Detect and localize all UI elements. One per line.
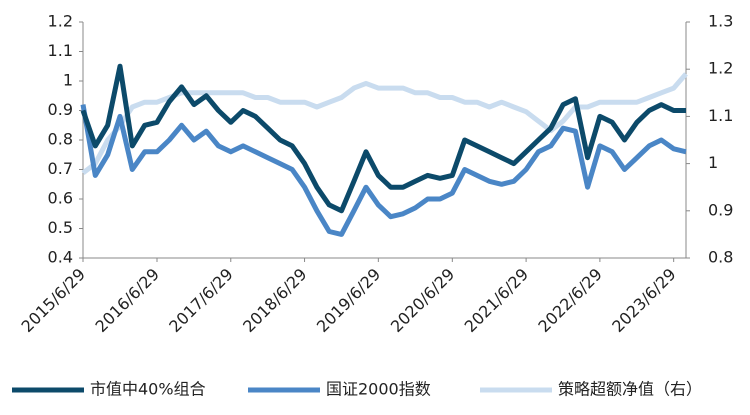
y2-tick-label: 1 — [708, 153, 718, 172]
legend-label: 市值中40%组合 — [90, 380, 206, 399]
x-tick-label: 2022/6/29 — [534, 265, 605, 336]
x-tick-label: 2018/6/29 — [239, 265, 310, 336]
x-tick-label: 2016/6/29 — [92, 265, 163, 336]
x-tick-label: 2020/6/29 — [387, 265, 458, 336]
y-tick-label: 1.1 — [48, 41, 73, 60]
y2-tick-label: 1.2 — [708, 59, 733, 78]
y2-tick-label: 0.9 — [708, 200, 733, 219]
y-tick-label: 1.2 — [48, 12, 73, 31]
y-tick-label: 1 — [63, 71, 73, 90]
y-tick-label: 0.5 — [48, 218, 73, 237]
y2-tick-label: 1.3 — [708, 12, 733, 31]
y-tick-label: 0.4 — [48, 248, 73, 267]
legend-label: 国证2000指数 — [326, 380, 431, 399]
x-tick-label: 2021/6/29 — [461, 265, 532, 336]
series-line — [80, 63, 686, 214]
x-tick-label: 2023/6/29 — [608, 265, 679, 336]
y-tick-label: 0.6 — [48, 189, 73, 208]
y2-tick-label: 1.1 — [708, 106, 733, 125]
y-tick-label: 0.9 — [48, 100, 73, 119]
legend-label: 策略超额净值（右） — [558, 380, 702, 399]
y-tick-label: 0.8 — [48, 130, 73, 149]
x-tick-label: 2019/6/29 — [313, 265, 384, 336]
x-tick-label: 2017/6/29 — [165, 265, 236, 336]
y2-tick-label: 0.8 — [708, 248, 733, 267]
series-line — [80, 104, 687, 237]
x-tick-label: 2015/6/29 — [18, 265, 89, 336]
y-tick-label: 0.7 — [48, 159, 73, 178]
